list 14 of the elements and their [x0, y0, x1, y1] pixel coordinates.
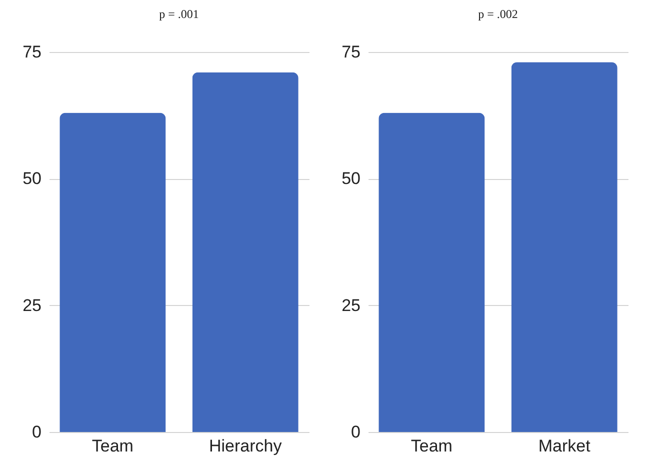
y-tick-label: 50 — [342, 169, 360, 188]
y-tick-label: 0 — [32, 422, 42, 442]
y-tick-label: 25 — [22, 296, 42, 315]
y-tick-label: 75 — [342, 42, 360, 62]
chart-title: p = .001 — [159, 7, 199, 21]
x-tick-label: Team — [410, 436, 452, 456]
y-tick-label: 75 — [22, 42, 42, 62]
x-tick-label: Hierarchy — [208, 436, 282, 456]
chart-title: p = .002 — [478, 7, 518, 21]
x-tick-label: Market — [538, 436, 591, 456]
y-tick-label: 50 — [22, 169, 42, 188]
x-tick-label: Team — [92, 436, 134, 456]
y-tick-label: 0 — [351, 422, 360, 442]
y-tick-label: 25 — [342, 296, 360, 315]
